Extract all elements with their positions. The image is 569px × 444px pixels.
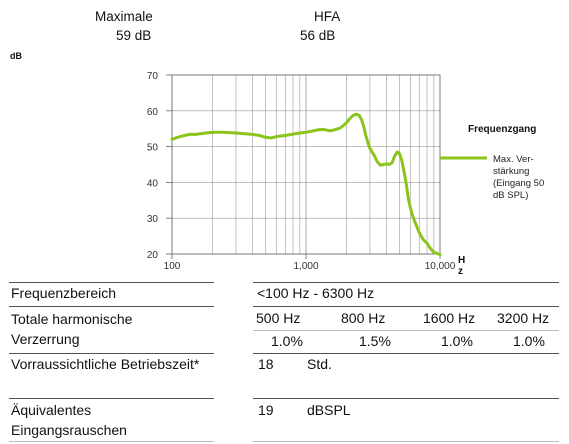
thd-freq-500: 500 Hz [256, 310, 301, 326]
legend-line-2: stärkung [493, 166, 529, 177]
y-axis-label: dB [10, 51, 22, 61]
y-ticks: 70 60 50 40 30 20 [147, 71, 172, 261]
maximale-value: 59 dB [116, 28, 152, 43]
max-gain-curve [170, 112, 442, 257]
y-tick-label: 40 [147, 178, 159, 189]
frequency-response-chart: dB 70 60 50 40 30 20 100 1,000 10,000 H z Frequ… [10, 51, 544, 277]
rule-bottom-right [253, 441, 559, 442]
y-tick-label: 50 [147, 143, 159, 154]
rule-thd-right [253, 306, 559, 307]
y-tick-label: 30 [147, 214, 159, 225]
noise-label-line-1: Äquivalentes [11, 402, 92, 418]
rule-battery-left [9, 353, 214, 354]
hfa-label: HFA [314, 9, 341, 24]
noise-value: 19 [258, 402, 274, 418]
battery-value: 18 [258, 356, 274, 372]
noise-label-line-2: Eingangsrauschen [11, 422, 127, 438]
maximale-label: Maximale [95, 9, 153, 24]
rule-battery-right [253, 353, 559, 354]
thd-value-800: 1.5% [359, 333, 391, 349]
plot-frame [171, 74, 441, 255]
rule-freq-left [9, 282, 214, 283]
thd-value-1600: 1.0% [441, 333, 473, 349]
rule-noise-left [9, 398, 214, 399]
thd-label-line-2: Verzerrung [11, 331, 80, 347]
hfa-value: 56 dB [300, 28, 336, 43]
thd-freq-1600: 1600 Hz [423, 310, 476, 326]
rule-freq-right [253, 282, 559, 283]
freq-range-label: Frequenzbereich [11, 285, 117, 301]
x-tick-label: 10,000 [425, 261, 456, 272]
x-ticks: 100 1,000 10,000 [164, 254, 456, 272]
legend-line-3: (Eingang 50 [493, 178, 544, 189]
thd-value-3200: 1.0% [513, 333, 545, 349]
thd-freq-800: 800 Hz [341, 310, 386, 326]
x-tick-label: 100 [164, 261, 181, 272]
y-tick-label: 20 [147, 250, 159, 261]
rule-thd-left [9, 306, 214, 307]
noise-unit: dBSPL [307, 402, 351, 418]
x-tick-label: 1,000 [293, 261, 318, 272]
y-tick-label: 60 [147, 107, 159, 118]
legend-line-1: Max. Ver- [493, 154, 534, 165]
thd-value-500: 1.0% [271, 333, 303, 349]
battery-unit: Std. [307, 356, 332, 372]
x-unit-char-2: z [458, 266, 463, 277]
rule-thd-inner [253, 330, 559, 331]
rule-bottom-left [9, 441, 214, 442]
rule-noise-right [253, 398, 559, 399]
legend-line-4: dB SPL) [493, 190, 528, 201]
y-tick-label: 70 [147, 71, 159, 82]
thd-freq-3200: 3200 Hz [497, 310, 550, 326]
battery-label: Vorraussichtliche Betriebszeit* [11, 356, 200, 372]
thd-label-line-1: Totale harmonische [11, 311, 133, 327]
freq-range-value: <100 Hz - 6300 Hz [257, 285, 375, 301]
x-unit-char-1: H [458, 255, 465, 266]
chart-grid [171, 74, 441, 255]
legend-title: Frequenzgang [468, 124, 536, 135]
